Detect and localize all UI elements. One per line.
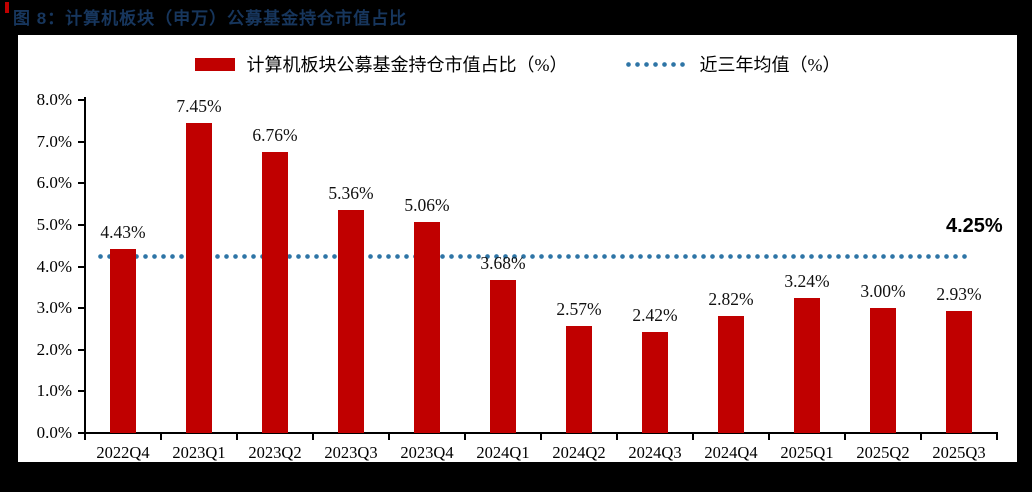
x-tick-mark xyxy=(84,434,86,440)
bar-value-label: 3.00% xyxy=(860,281,906,302)
x-tick-mark xyxy=(920,434,922,440)
y-tick-mark xyxy=(78,348,85,351)
bar-value-label: 4.43% xyxy=(100,221,146,242)
legend-label-holdings: 计算机板块公募基金持仓市值占比（%） xyxy=(246,55,568,75)
x-tick-label: 2025Q1 xyxy=(780,443,834,462)
x-tick-mark xyxy=(996,434,998,440)
bar-value-label: 7.45% xyxy=(176,95,222,116)
x-tick-mark xyxy=(236,434,238,440)
mean-value-label: 4.25% xyxy=(946,215,1003,237)
bar-value-label: 5.06% xyxy=(404,195,450,216)
y-tick-mark xyxy=(78,99,85,101)
bar xyxy=(490,279,516,433)
plot-area: 4.25% 0.0% 1.0% 2.0% 3.0% 4.0% 5.0% 6.0% 7.0% 8.… xyxy=(18,35,1017,462)
y-tick-label: 0.0% xyxy=(36,423,72,442)
red-accent-mark xyxy=(5,2,9,13)
y-tick-mark xyxy=(78,140,85,143)
x-tick-label: 2023Q4 xyxy=(400,443,454,462)
bar-value-label: 2.93% xyxy=(936,284,982,305)
red-bar-legend-icon xyxy=(194,57,235,71)
x-tick-label: 2024Q2 xyxy=(552,443,606,462)
legend-item-holdings: 计算机板块公募基金持仓市值占比（%） xyxy=(194,51,568,77)
bar xyxy=(186,122,212,433)
x-tick-mark xyxy=(160,434,162,440)
y-tick-mark xyxy=(78,390,85,393)
x-tick-mark xyxy=(692,434,694,440)
y-tick-mark xyxy=(78,223,85,226)
x-tick-mark xyxy=(312,434,314,440)
x-tick-mark xyxy=(388,434,390,440)
bar-value-label: 2.57% xyxy=(556,299,602,320)
x-tick-label: 2024Q3 xyxy=(628,443,682,462)
y-tick-label: 3.0% xyxy=(36,298,72,318)
x-tick-label: 2024Q1 xyxy=(476,443,530,462)
chart-title: 图 8：计算机板块（申万）公募基金持仓市值占比 xyxy=(13,9,408,28)
x-axis-line xyxy=(84,432,998,434)
y-tick-mark xyxy=(78,265,85,268)
bar xyxy=(718,315,744,433)
bar xyxy=(262,151,288,433)
y-tick-label: 8.0% xyxy=(36,90,72,109)
x-tick-mark xyxy=(616,434,618,440)
chart-legend: 计算机板块公募基金持仓市值占比（%） 近三年均值（%） xyxy=(18,51,1017,77)
mean-dotted-line xyxy=(98,253,970,259)
dotted-line-legend-icon xyxy=(625,61,688,67)
bar-value-label: 6.76% xyxy=(252,124,298,145)
bar xyxy=(110,248,136,433)
bar xyxy=(794,298,820,433)
y-axis-line xyxy=(84,97,86,434)
x-tick-label: 2023Q2 xyxy=(248,443,302,462)
x-tick-mark xyxy=(768,434,770,440)
y-tick-label: 5.0% xyxy=(36,214,72,234)
bar xyxy=(338,209,364,433)
x-tick-mark xyxy=(844,434,846,440)
y-tick-label: 4.0% xyxy=(36,256,72,276)
y-tick-label: 7.0% xyxy=(36,131,72,151)
y-tick-mark xyxy=(78,182,85,185)
bar-value-label: 2.82% xyxy=(708,288,754,309)
bar-value-label: 3.68% xyxy=(480,252,526,273)
x-tick-label: 2025Q2 xyxy=(856,443,910,462)
y-tick-mark xyxy=(78,432,85,434)
y-tick-label: 6.0% xyxy=(36,173,72,193)
legend-item-mean: 近三年均值（%） xyxy=(625,51,841,77)
bar xyxy=(946,311,972,433)
x-tick-label: 2023Q3 xyxy=(324,443,378,462)
y-tick-mark xyxy=(78,307,85,310)
x-tick-mark xyxy=(540,434,542,440)
bar xyxy=(642,332,668,433)
legend-label-mean: 近三年均值（%） xyxy=(699,55,841,75)
x-tick-mark xyxy=(464,434,466,440)
y-tick-label: 1.0% xyxy=(36,381,72,401)
bar xyxy=(870,308,896,433)
bar-value-label: 5.36% xyxy=(328,182,374,203)
bar xyxy=(566,326,592,433)
bar-value-label: 3.24% xyxy=(784,271,830,292)
bar-value-label: 2.42% xyxy=(632,305,678,326)
x-tick-label: 2024Q4 xyxy=(704,443,758,462)
x-tick-label: 2022Q4 xyxy=(96,443,150,462)
bar xyxy=(414,222,440,433)
y-tick-label: 2.0% xyxy=(36,339,72,359)
x-tick-label: 2023Q1 xyxy=(172,443,226,462)
chart-panel: 计算机板块公募基金持仓市值占比（%） 近三年均值（%） 4.25% 0.0% 1.… xyxy=(18,35,1017,462)
x-tick-label: 2025Q3 xyxy=(932,443,986,462)
